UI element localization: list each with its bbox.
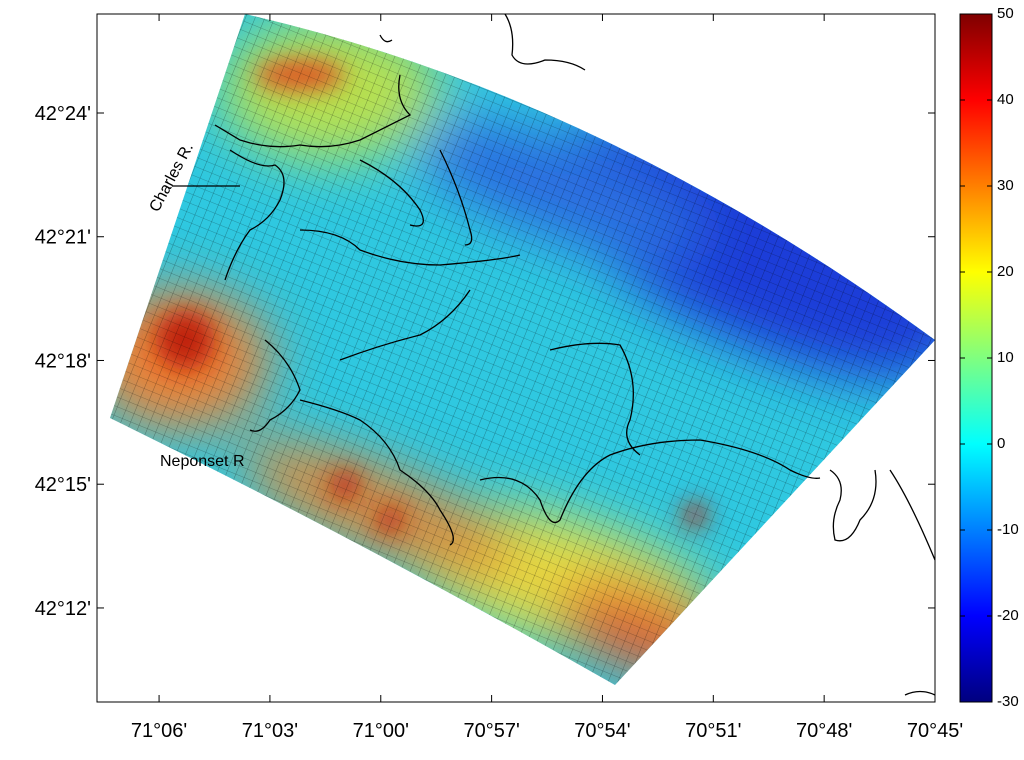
colorbar-tick-label: 30 (997, 177, 1014, 194)
colorbar-tick-label: 50 (997, 5, 1014, 22)
colorbar-tick-label: 40 (997, 91, 1014, 108)
colorbar-tick-label: -30 (997, 693, 1019, 710)
x-tick-label: 70°57' (463, 720, 519, 742)
model-field (110, 14, 935, 685)
colorbar-tick-label: 0 (997, 435, 1005, 452)
coastline (172, 13, 936, 696)
x-tick-label: 71°06' (131, 720, 187, 742)
y-tick-label: 42°15' (35, 474, 91, 496)
axes-frame (96, 13, 936, 703)
x-tick-label: 70°45' (907, 720, 963, 742)
x-tick-label: 70°51' (685, 720, 741, 742)
y-tick-label: 42°21' (35, 227, 91, 249)
colorbar-tick-label: -10 (997, 521, 1019, 538)
x-tick-label: 70°48' (796, 720, 852, 742)
colorbar-tick-label: -20 (997, 607, 1019, 624)
x-tick-label: 71°03' (242, 720, 298, 742)
y-tick-label: 42°12' (35, 598, 91, 620)
y-tick-label: 42°18' (35, 350, 91, 372)
annotation: Neponset R (160, 453, 245, 470)
colorbar-tick-label: 10 (997, 349, 1014, 366)
colorbar-tick-label: 20 (997, 263, 1014, 280)
colorbar-scale (959, 13, 993, 703)
x-tick-label: 70°54' (574, 720, 630, 742)
y-tick-label: 42°24' (35, 103, 91, 125)
colorbar: -30 -20 -10 0 10 20 30 40 50 (959, 5, 1019, 710)
x-tick-label: 71°00' (353, 720, 409, 742)
